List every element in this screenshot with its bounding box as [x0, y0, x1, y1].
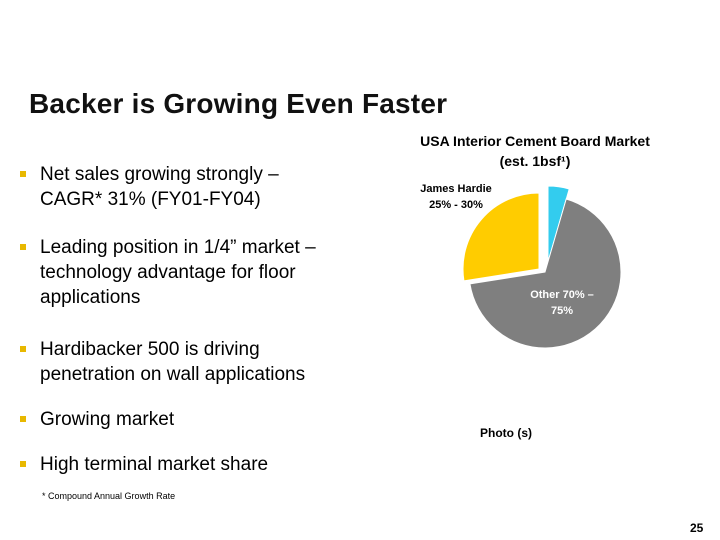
bullet-line: Leading position in 1/4” market –: [40, 237, 316, 258]
chart-title-line-1: USA Interior Cement Board Market: [420, 133, 650, 149]
bullet-line: High terminal market share: [40, 454, 269, 475]
bullet-item: Net sales growing strongly – CAGR* 31% (F…: [20, 162, 380, 212]
pie-slice-label-line: 75%: [551, 305, 573, 317]
bullet-item: Growing market: [20, 407, 380, 432]
bullet-line: technology advantage for floor: [40, 262, 296, 283]
bullet-item: Hardibacker 500 is driving penetration on…: [20, 337, 380, 387]
bullet-marker-icon: [20, 461, 26, 467]
bullet-line: CAGR* 31% (FY01-FY04): [40, 189, 261, 210]
bullet-item: High terminal market share: [20, 452, 380, 477]
bullet-line: applications: [40, 287, 141, 308]
pie-slice-label-line: James Hardie: [420, 183, 492, 195]
bullet-line: Growing market: [40, 409, 175, 430]
pie-slice-label-line: Other 70% –: [530, 289, 594, 301]
bullet-marker-icon: [20, 416, 26, 422]
bullet-marker-icon: [20, 171, 26, 177]
slide-title: Backer is Growing Even Faster: [29, 88, 448, 119]
bullet-line: penetration on wall applications: [40, 364, 306, 385]
bullet-marker-icon: [20, 244, 26, 250]
chart-title: USA Interior Cement Board Market (est. 1…: [380, 131, 690, 171]
pie-slice-label-line: 25% - 30%: [429, 199, 483, 211]
chart-title-line-2: (est. 1bsf¹): [499, 153, 571, 169]
bullet-line: Net sales growing strongly –: [40, 164, 279, 185]
bullet-item: Leading position in 1/4” market – technol…: [20, 235, 380, 310]
footnote: * Compound Annual Growth Rate: [42, 491, 176, 501]
bullet-line: Hardibacker 500 is driving: [40, 339, 260, 360]
bullet-list: Net sales growing strongly – CAGR* 31% (F…: [20, 162, 380, 477]
page-number: 25: [690, 521, 704, 535]
pie-slice: [469, 198, 622, 349]
photo-label: Photo (s): [480, 426, 532, 440]
pie-slice-label: James Hardie 25% - 30%: [420, 183, 492, 211]
bullet-marker-icon: [20, 346, 26, 352]
pie-slice-label: Other 70% – 75%: [530, 289, 594, 317]
pie-slice: [462, 192, 540, 282]
pie-chart: James Hardie 25% - 30% Other 70% – 75%: [420, 183, 622, 349]
